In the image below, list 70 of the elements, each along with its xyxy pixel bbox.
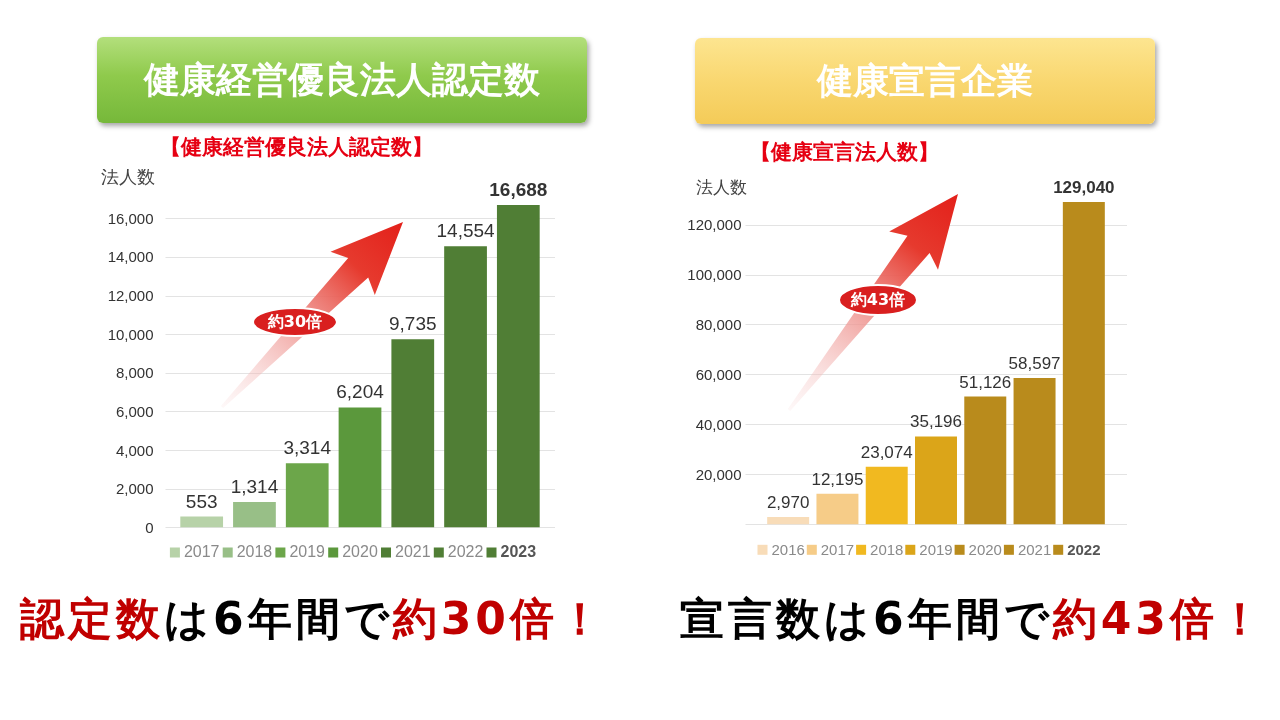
annotation: 約43倍 [850, 290, 906, 309]
text: 約30倍！ [392, 593, 606, 644]
x-tick-label: 2022 [1067, 540, 1101, 558]
y-tick-label: 100,000 [687, 265, 742, 283]
x-tick-label: 2022 [447, 542, 484, 560]
text: 宣言数は6年間で [680, 593, 1053, 644]
bar [915, 435, 957, 524]
y-tick-label: 16,000 [107, 209, 154, 227]
x-tick-label: 2023 [500, 542, 537, 560]
data-label: 553 [185, 490, 218, 512]
data-label: 12,195 [811, 469, 864, 489]
x-tick-label: 2020 [342, 542, 378, 560]
data-label: 51,126 [959, 372, 1012, 392]
bar [767, 516, 810, 524]
data-label: 1,314 [230, 475, 279, 497]
bar [1013, 377, 1056, 524]
chart-title: 健康宣言企業 [817, 60, 1033, 101]
x-tick-label: 2017 [183, 542, 220, 560]
data-label: 129,040 [1053, 177, 1115, 197]
bar [285, 462, 329, 527]
bar [233, 501, 276, 527]
data-label: 14,554 [436, 219, 495, 241]
bar [964, 396, 1007, 524]
data-label: 6,204 [336, 381, 384, 403]
data-label: 16,688 [489, 178, 548, 200]
y-tick-label: 80,000 [695, 315, 742, 333]
y-tick-label: 2,000 [116, 479, 154, 497]
bar [338, 407, 382, 527]
x-tick-label: 2018 [236, 542, 273, 560]
chart-title: 健康経営優良法人認定数 [144, 59, 540, 100]
bar [180, 516, 224, 527]
y-tick-label: 4,000 [116, 441, 154, 459]
y-tick-label: 120,000 [687, 215, 742, 233]
text: 約43倍！ [1052, 593, 1266, 644]
x-tick-label: 2021 [394, 542, 431, 560]
data-label: 2,970 [766, 492, 810, 512]
text: 認定数 [20, 593, 164, 644]
data-label: 9,735 [389, 312, 437, 334]
y-tick-label: 12,000 [107, 286, 154, 304]
bar [865, 466, 908, 524]
chart-subtitle: 【健康宣言法人数】 [750, 139, 939, 164]
bar [444, 245, 487, 527]
x-tick-label: 2019 [289, 542, 326, 560]
x-tick-label: 2018 [870, 540, 904, 558]
bar [496, 204, 540, 527]
y-tick-label: 20,000 [695, 465, 742, 483]
x-tick-label: 2021 [1017, 540, 1052, 558]
y-axis-title: 法人数 [100, 167, 155, 188]
data-label: 58,597 [1008, 353, 1061, 373]
y-tick-label: 40,000 [695, 415, 742, 433]
bar [391, 338, 435, 527]
annotation: 約30倍 [267, 312, 323, 331]
data-label: 35,196 [910, 411, 962, 431]
y-tick-label: 8,000 [116, 363, 154, 381]
y-tick-label: 14,000 [107, 248, 154, 266]
bar [1062, 201, 1105, 524]
x-tick-label: 2020 [968, 540, 1002, 558]
data-label: 23,074 [860, 442, 913, 462]
y-tick-label: 0 [145, 518, 154, 536]
y-axis-title: 法人数 [695, 178, 747, 197]
chart-subtitle: 【健康経営優良法人認定数】 [160, 134, 433, 159]
y-tick-label: 6,000 [116, 402, 154, 420]
data-label: 3,314 [283, 436, 331, 458]
x-tick-label: 2019 [919, 540, 953, 558]
x-tick-label: 2016 [771, 540, 805, 558]
y-tick-label: 10,000 [107, 325, 154, 343]
x-tick-label: 2017 [820, 540, 855, 558]
text: は6年間で [164, 593, 393, 644]
y-tick-label: 60,000 [695, 365, 742, 383]
bar [816, 493, 859, 524]
